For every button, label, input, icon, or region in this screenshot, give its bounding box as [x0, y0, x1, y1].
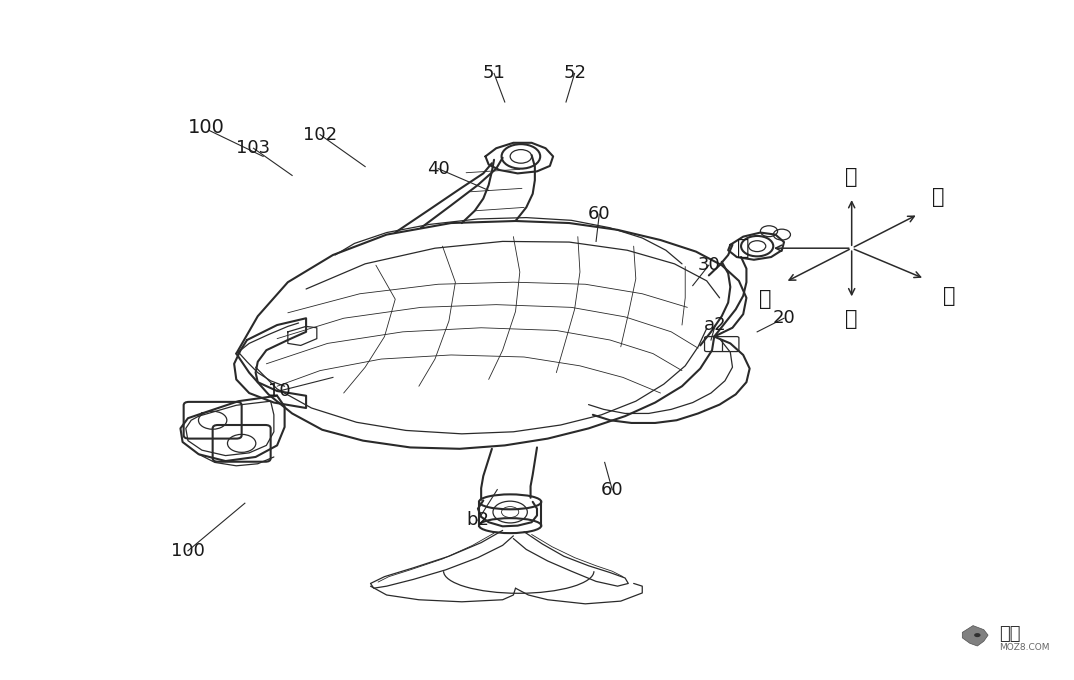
Text: 102: 102 — [303, 126, 337, 143]
Text: 30: 30 — [697, 256, 721, 274]
Text: MOZ8.COM: MOZ8.COM — [999, 643, 1049, 652]
Text: 前: 前 — [758, 289, 771, 309]
Text: 60: 60 — [587, 205, 611, 223]
Polygon shape — [962, 626, 988, 646]
Text: a2: a2 — [703, 316, 727, 334]
Text: 103: 103 — [236, 139, 271, 157]
Text: 100: 100 — [171, 542, 205, 560]
Circle shape — [974, 633, 981, 637]
Text: 模吧: 模吧 — [999, 625, 1020, 643]
Text: 51: 51 — [482, 65, 506, 82]
Text: 40: 40 — [426, 160, 450, 177]
Text: 左: 左 — [943, 286, 956, 305]
Text: 下: 下 — [845, 309, 858, 329]
Text: 100: 100 — [188, 118, 224, 137]
Text: b2: b2 — [466, 511, 490, 529]
Text: 20: 20 — [772, 309, 796, 327]
Text: 后: 后 — [932, 188, 945, 207]
Text: 10: 10 — [267, 382, 291, 400]
Text: 右: 右 — [737, 238, 750, 258]
Text: 上: 上 — [845, 167, 858, 187]
Text: 52: 52 — [563, 65, 586, 82]
Text: 60: 60 — [600, 481, 624, 498]
